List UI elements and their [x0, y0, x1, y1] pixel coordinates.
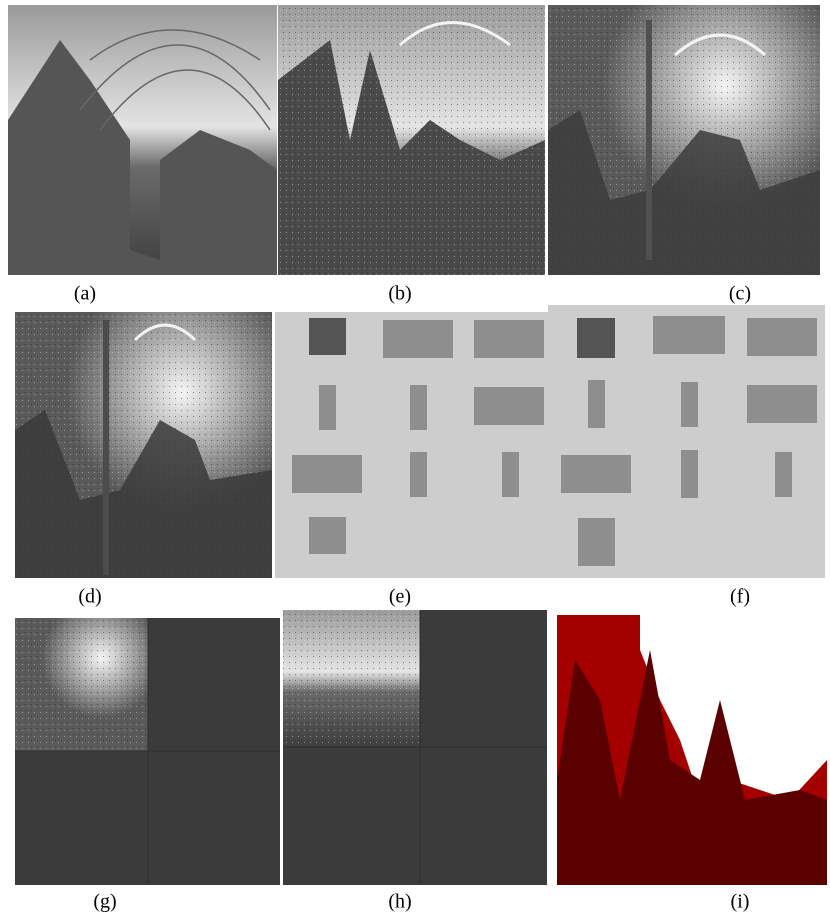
panel-h: [283, 610, 547, 885]
bright-region: [640, 615, 827, 800]
caption: (e): [389, 586, 411, 608]
texture: [278, 5, 545, 275]
panel-i: [557, 615, 827, 885]
subbands: [561, 316, 817, 566]
caption: (h): [388, 891, 411, 913]
panel-a: [8, 5, 277, 275]
dark-region: [557, 650, 827, 885]
caption: (i): [731, 891, 750, 913]
arc: [398, 21, 511, 47]
caption: (d): [78, 586, 101, 608]
texture: [15, 618, 148, 751]
pole: [646, 20, 652, 260]
panel-e: [275, 312, 548, 578]
pole: [103, 320, 109, 575]
panel-g: [15, 618, 280, 885]
caption: (c): [729, 283, 751, 305]
subbands: [292, 318, 544, 554]
buildings: [15, 410, 272, 578]
buildings: [8, 40, 277, 275]
buildings: [548, 110, 820, 275]
arc: [674, 33, 766, 57]
caption: (g): [93, 891, 116, 913]
caption: (a): [74, 283, 96, 305]
arc: [133, 323, 197, 342]
panel-d: [15, 312, 272, 578]
panel-f: [548, 305, 825, 578]
panel-c: [548, 5, 820, 275]
caption: (f): [730, 586, 750, 608]
panel-b: [278, 5, 545, 275]
arcs: [79, 29, 271, 131]
texture: [283, 610, 420, 747]
caption: (b): [388, 283, 411, 305]
